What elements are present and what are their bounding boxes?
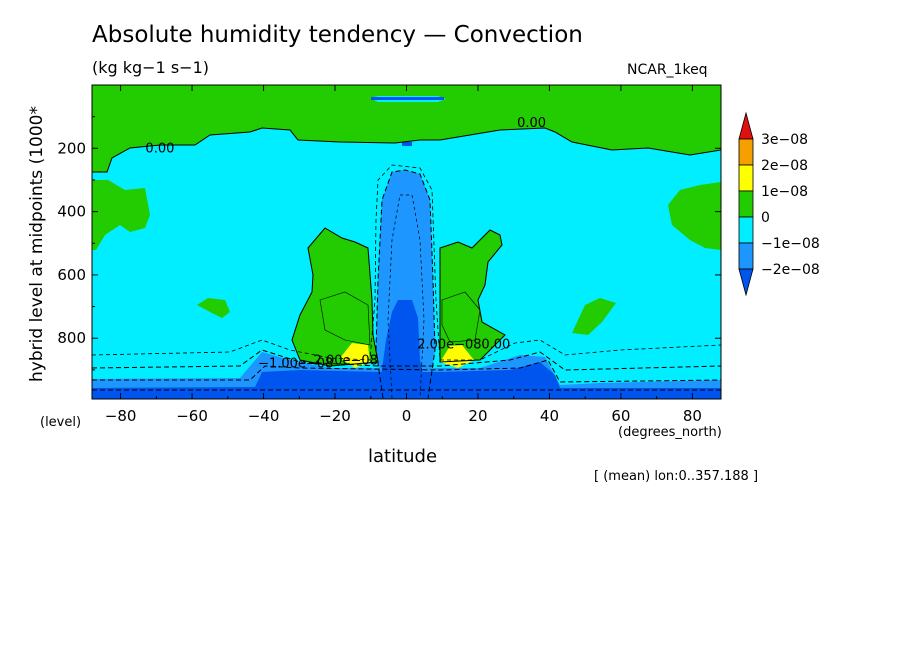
y-axis-units: (level): [40, 415, 82, 430]
contour-line-zero-north: [439, 229, 506, 363]
colorbar-label: −2e−08: [761, 262, 820, 278]
contour-labels: 0.00 0.00 −1.00e−08 2.00e−08 2.00e−08 0.…: [145, 116, 546, 372]
x-axis-label: latitude: [368, 446, 438, 467]
contour-line-column-inner: [387, 194, 425, 399]
contour-label: 2.00e−08: [417, 338, 481, 353]
x-tick-label: −20: [319, 407, 351, 425]
contour-label: 0.00: [517, 116, 546, 131]
x-tick-label: 80: [683, 407, 702, 425]
y-tick-label: 400: [57, 203, 86, 221]
region-near-surface-minimum: [92, 362, 721, 399]
x-tick-label: 40: [540, 407, 559, 425]
region-positive-east-blob: [668, 182, 721, 250]
colorbar-label: 0: [761, 210, 770, 226]
region-positive-west-blob: [92, 180, 150, 250]
footnote: [ (mean) lon:0..357.188 ]: [594, 469, 759, 484]
region-positive-subtropics-north: [440, 230, 505, 362]
region-positive-small-west: [197, 298, 230, 318]
colorbar-legend: 3e−08 2e−08 1e−08 0 −1e−08 −2e−08: [738, 111, 820, 297]
colorbar-swatch: [738, 164, 754, 192]
colorbar-swatch: [738, 138, 754, 166]
x-tick-label: −40: [248, 407, 280, 425]
contour-line-neg-column: [375, 169, 436, 399]
colorbar-label: −1e−08: [761, 236, 820, 252]
x-tick-label: 60: [611, 407, 630, 425]
x-tick-label: −60: [176, 407, 208, 425]
contour-label: 0.00: [145, 141, 174, 156]
contour-label: 2.00e−08: [314, 353, 378, 368]
colorbar-swatch: [738, 242, 754, 270]
x-tick-label: 20: [468, 407, 487, 425]
colorbar-swatch: [738, 190, 754, 218]
contour-lines: [92, 127, 721, 399]
colorbar-label: 1e−08: [761, 184, 808, 200]
region-small-cell: [402, 142, 412, 146]
x-tick-label: 0: [402, 407, 412, 425]
x-tick-label: −80: [105, 407, 137, 425]
region-yellow-max-south: [340, 343, 370, 368]
colorbar-swatch: [738, 216, 754, 244]
x-axis: −80 −60 −40 −20 0 20 40 60 80: [105, 85, 702, 425]
contour-line-neg-outer: [92, 164, 721, 361]
x-axis-units: (degrees_north): [618, 425, 722, 440]
chart-title: Absolute humidity tendency — Convection: [92, 22, 583, 48]
contour-line-pos-north: [441, 291, 481, 343]
y-tick-label: 800: [57, 329, 86, 347]
region-yellow-max-north: [440, 345, 474, 368]
contour-label: 0.00: [481, 338, 510, 353]
contour-line-neg-surface-1: [92, 349, 721, 371]
filled-contours: [92, 85, 721, 399]
contour-line-zero: [92, 127, 721, 250]
y-tick-label: 600: [57, 266, 86, 284]
contour-line-pos-south: [319, 291, 371, 346]
y-axis-label: hybrid level at midpoints (1000*: [27, 106, 47, 382]
contour-label: −1.00e−08: [258, 357, 333, 372]
chart-subtitle: (kg kg−1 s−1): [92, 58, 210, 77]
contour-line-neg-surface-2: [92, 359, 721, 383]
colorbar-label: 2e−08: [761, 158, 808, 174]
colorbar-swatch: [738, 268, 754, 297]
y-axis: 200 400 600 800: [57, 116, 721, 371]
colorbar-swatch: [738, 111, 754, 140]
source-label: NCAR_1keq: [627, 62, 708, 78]
region-positive-subtropics-south: [292, 228, 378, 366]
y-tick-label: 200: [57, 139, 86, 157]
region-top-bar: [371, 97, 444, 100]
colorbar-label: 3e−08: [761, 132, 808, 148]
region-positive-small-east: [572, 298, 616, 335]
